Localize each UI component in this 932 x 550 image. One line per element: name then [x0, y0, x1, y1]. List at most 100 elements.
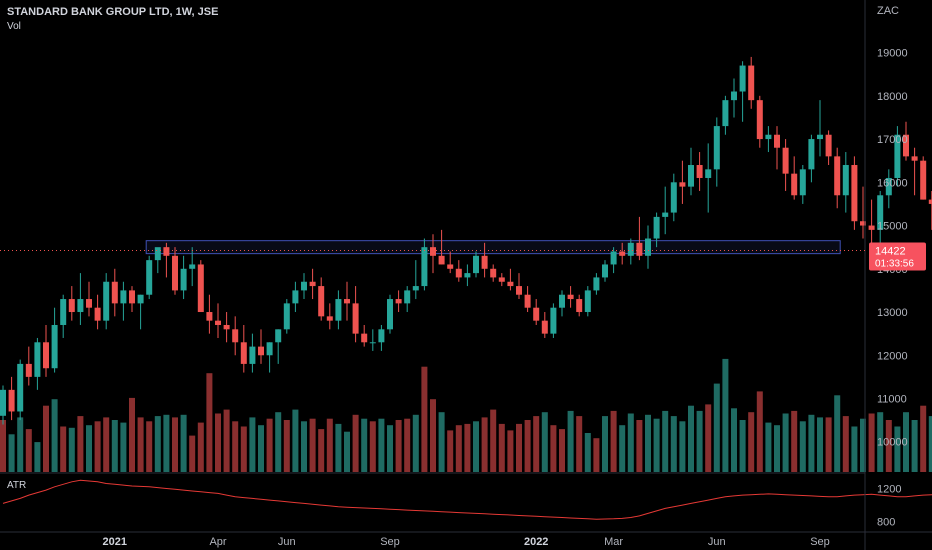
candle-body — [670, 182, 677, 213]
candle-body — [662, 212, 669, 217]
candles-layer — [0, 56, 932, 425]
candle-body — [94, 307, 101, 321]
candle-body — [481, 255, 488, 269]
volume-bar — [120, 422, 127, 472]
volume-bar — [154, 416, 161, 472]
volume-bar — [0, 420, 6, 472]
atr-label: ATR — [7, 480, 27, 491]
candle-body — [885, 177, 892, 196]
candle-body — [782, 147, 789, 174]
candle-body — [464, 273, 471, 278]
candle-body — [559, 294, 565, 308]
volume-bar — [361, 418, 368, 472]
candle-body — [0, 389, 6, 416]
candle-body — [731, 91, 737, 101]
candle-body — [163, 247, 170, 256]
volume-bar — [369, 421, 376, 472]
x-tick-label: Sep — [810, 536, 830, 548]
y-tick-label: 15000 — [877, 221, 908, 233]
volume-bar — [567, 410, 574, 472]
volume-bar — [180, 414, 187, 472]
price-tag — [869, 242, 926, 271]
candle-body — [344, 299, 350, 304]
volume-bar — [240, 426, 247, 472]
volume-bar — [920, 405, 927, 472]
volume-bar — [825, 417, 832, 472]
volume-bar — [103, 417, 110, 472]
candle-body — [928, 199, 932, 204]
candle-body — [602, 264, 608, 278]
volume-bar — [266, 418, 273, 472]
volume-bar — [696, 410, 703, 472]
candle-body — [412, 286, 419, 291]
volume-bar — [86, 425, 92, 472]
candle-body — [825, 134, 832, 157]
candle-body — [834, 156, 841, 196]
volume-bar — [559, 429, 565, 472]
volume-bar — [137, 417, 144, 472]
volume-bar — [25, 429, 32, 472]
candle-body — [361, 333, 368, 343]
volume-bar — [275, 412, 282, 472]
candle-body — [447, 264, 454, 269]
volume-bar — [498, 423, 505, 472]
y-tick-label: 12000 — [877, 350, 908, 362]
candle-body — [748, 65, 755, 101]
candle-body — [103, 281, 110, 321]
volume-bar — [885, 420, 892, 472]
volume-bar — [808, 414, 815, 472]
volume-bar — [619, 425, 626, 472]
y-tick-label: 19000 — [877, 48, 908, 60]
candle-body — [705, 169, 712, 178]
volume-layer — [0, 358, 932, 472]
candle-body — [301, 281, 307, 291]
candle-body — [533, 307, 540, 321]
volume-bar — [765, 422, 772, 472]
volume-bar — [851, 426, 858, 472]
candle-body — [180, 268, 187, 291]
x-tick-label: Jun — [278, 536, 296, 548]
candle-body — [154, 247, 161, 261]
x-tick-label: 2021 — [103, 536, 127, 548]
y-tick-label: 11000 — [877, 393, 907, 405]
volume-bar — [799, 421, 806, 472]
volume-bar — [688, 405, 694, 472]
x-tick-label: Sep — [380, 536, 400, 548]
volume-bar — [51, 399, 58, 472]
volume-bar — [77, 416, 84, 472]
volume-bar — [283, 420, 290, 472]
candle-body — [395, 299, 402, 304]
volume-bar — [524, 420, 531, 472]
volume-bar — [602, 416, 608, 472]
candle-body — [799, 169, 806, 196]
candle-body — [584, 290, 591, 313]
volume-bar — [68, 427, 75, 472]
candle-body — [911, 156, 918, 161]
volume-bar — [490, 409, 497, 472]
candle-body — [68, 299, 75, 313]
volume-bar — [877, 412, 884, 472]
volume-bar — [842, 416, 849, 472]
candle-body — [516, 286, 522, 295]
volume-bar — [318, 429, 325, 472]
candle-body — [817, 134, 823, 140]
volume-bar — [627, 413, 634, 472]
atr-tick-label: 1200 — [877, 483, 901, 495]
candle-body — [490, 268, 497, 278]
candle-body — [739, 65, 746, 92]
volume-bar — [911, 420, 918, 472]
volume-bar — [249, 417, 256, 472]
support-zone — [145, 240, 841, 255]
candle-body — [653, 216, 660, 239]
volume-bar — [928, 416, 932, 472]
currency-label: ZAC — [877, 5, 899, 17]
candle-body — [86, 299, 92, 308]
atr-layer — [2, 479, 932, 520]
candle-body — [498, 277, 505, 282]
candle-body — [197, 264, 204, 313]
candle-body — [404, 290, 411, 304]
volume-bar — [387, 425, 393, 472]
volume-bar — [335, 423, 342, 472]
candle-body — [34, 342, 41, 377]
